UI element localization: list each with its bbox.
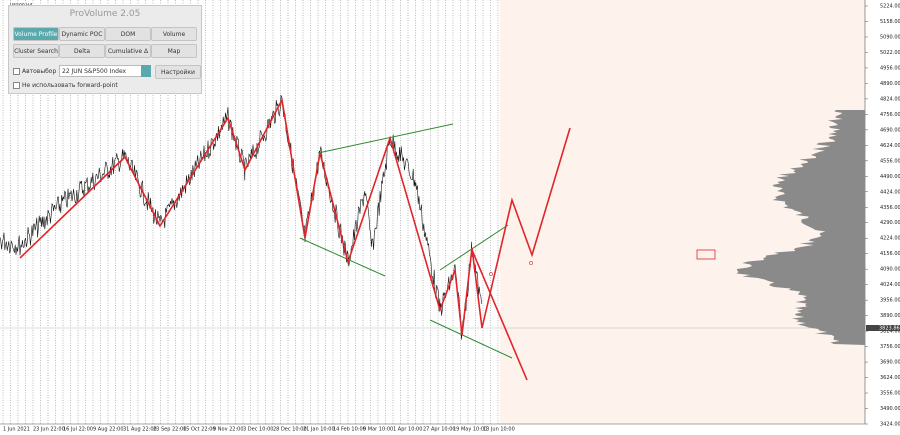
time-label: 14 Feb 10:00 [333,427,366,433]
price-label: 4956.00 [880,65,900,71]
trend-line [429,319,513,359]
tool-button[interactable]: Map [151,44,197,58]
time-label: 1 Apr 10:00 [393,427,422,433]
time-label: 23 Sep 22:00 [153,427,186,433]
time-label: 9 Aug 22:00 [93,427,124,433]
instrument-select[interactable]: 22 JUN S&P500 Index [59,65,151,77]
time-label: 23 Jun 22:00 [33,427,65,433]
time-label: 16 Jul 22:00 [63,427,93,433]
time-label: 27 Apr 10:00 [423,427,456,433]
time-label: 1 Jun 2021 [3,427,30,433]
price-label: 5158.00 [880,19,900,25]
tool-button[interactable]: Cluster Search [13,44,59,58]
tool-button[interactable]: Cumulative Δ [105,44,151,58]
tool-button[interactable]: Volume [151,27,197,41]
price-label: 4156.00 [880,251,900,257]
tool-button[interactable]: Volume Profile [13,27,59,41]
time-label: 9 Mar 10:00 [363,427,393,433]
forward-point-label: Не использовать forward-point [22,82,118,89]
price-label: 4490.00 [880,174,900,180]
price-label: 3490.00 [880,406,900,412]
price-label: 5224.00 [880,4,900,10]
wave-line [471,249,528,381]
price-label: 4690.00 [880,127,900,133]
price-label: 4756.00 [880,112,900,118]
tool-button[interactable]: Delta [59,44,105,58]
price-label: 4424.00 [880,189,900,195]
provolume-panel: ProVolume 2.05 Volume Profile Dynamic POC… [8,5,202,94]
trend-line [299,237,386,277]
wave-marker [529,261,533,265]
current-price-box [866,325,900,331]
price-label: 5090.00 [880,34,900,40]
tool-button[interactable]: Dynamic POC [59,27,105,41]
price-label: 4224.00 [880,236,900,242]
trend-line [439,224,509,271]
settings-label: Настройки [161,68,195,76]
time-label: 13 Jun 10:00 [483,427,515,433]
time-label: 3 Dec 10:00 [243,427,273,433]
price-label: 3756.00 [880,344,900,350]
price-label: 5022.00 [880,50,900,56]
tool-button[interactable]: DOM [105,27,151,41]
price-axis-bg [865,0,900,435]
panel-title: ProVolume 2.05 [69,9,141,19]
price-label: 3890.00 [880,313,900,319]
price-line [0,94,482,340]
wave-marker [489,272,493,276]
price-label: 4090.00 [880,267,900,273]
time-label: 31 Aug 22:00 [123,427,157,433]
price-label: 3424.00 [880,422,900,428]
time-label: 15 Oct 22:00 [183,427,216,433]
dropdown-arrow[interactable] [141,65,151,77]
price-label: 4624.00 [880,143,900,149]
price-label: 4890.00 [880,81,900,87]
price-label: 3956.00 [880,298,900,304]
trend-line [317,123,454,154]
current-price: 3823.86 [879,326,900,332]
time-label: 21 Jan 10:00 [303,427,335,433]
price-label: 4356.00 [880,205,900,211]
price-label: 3556.00 [880,391,900,397]
price-label: 4024.00 [880,282,900,288]
price-label: 4556.00 [880,158,900,164]
level-marker [696,249,716,260]
time-label: 28 Dec 10:00 [273,427,307,433]
price-label: 3824.00 [880,329,900,335]
price-label: 3624.00 [880,375,900,381]
price-label: 3690.00 [880,360,900,366]
wave-line [19,97,571,336]
instrument-label: 22 JUN S&P500 Index [62,67,127,75]
auto-select[interactable]: Автовыбор [13,68,56,75]
price-label: 4824.00 [880,96,900,102]
time-label: 19 May 10:00 [453,427,487,433]
auto-select-label: Автовыбор [22,68,57,75]
time-label: 9 Nov 22:00 [213,427,244,433]
forward-point[interactable]: Не использовать forward-point [13,82,118,89]
settings-button[interactable]: Настройки [155,65,201,79]
price-label: 4290.00 [880,220,900,226]
volume-profile [736,110,865,345]
